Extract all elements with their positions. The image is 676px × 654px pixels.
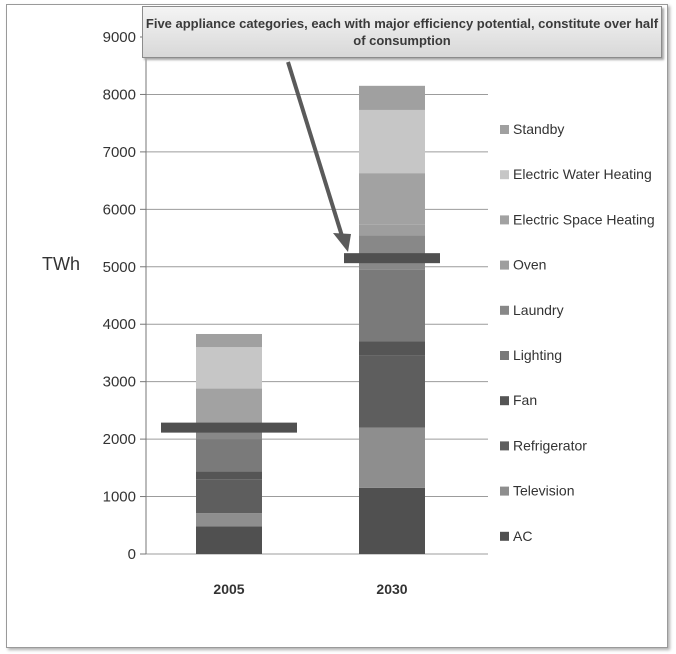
y-tick-label: 4000 (103, 316, 136, 333)
y-tick-label: 7000 (103, 144, 136, 161)
legend-entry: Standby (513, 121, 564, 137)
bar-segment-electric-space-heating-2005 (196, 388, 262, 424)
y-axis: 0 1000 2000 3000 4000 5000 6000 7000 8000 9000 (103, 29, 147, 563)
annotation-arrow (286, 61, 351, 252)
legend-entry: Fan (513, 392, 537, 408)
legend-entry: Electric Water Heating (513, 166, 652, 182)
bar-segment-electric-space-heating-2030 (359, 173, 425, 225)
legend-swatch (500, 531, 509, 541)
legend-swatch (500, 305, 509, 315)
x-category-label: 2030 (376, 581, 407, 597)
legend-swatch (500, 260, 509, 270)
threshold-mark-2005 (161, 422, 297, 433)
legend-entry: Oven (513, 257, 546, 273)
threshold-mark-2030 (344, 253, 440, 264)
bar-segment-laundry-2030 (359, 235, 425, 270)
bars (196, 85, 425, 554)
legend-swatch (500, 170, 509, 180)
legend-entry: AC (513, 528, 532, 544)
legend-swatch (500, 215, 509, 225)
y-tick-label: 0 (128, 546, 136, 563)
legend-entry: Refrigerator (513, 437, 587, 453)
bar-segment-fan-2005 (196, 471, 262, 480)
legend-swatch (500, 441, 509, 451)
bar-segment-lighting-2030 (359, 269, 425, 342)
chart-frame (6, 4, 668, 648)
bar-segment-lighting-2005 (196, 439, 262, 472)
y-tick-label: 3000 (103, 374, 136, 391)
y-tick-label: 6000 (103, 201, 136, 218)
legend-entry: Laundry (513, 302, 564, 318)
arrow-shaft (286, 61, 344, 237)
y-tick-label: 1000 (103, 489, 136, 506)
bar-segment-refrigerator-2030 (359, 355, 425, 428)
y-axis-label: TWh (42, 254, 80, 274)
legend: Standby Electric Water Heating Electric Sp… (500, 121, 655, 544)
legend-entry: Electric Space Heating (513, 211, 655, 227)
y-tick-label: 9000 (103, 29, 136, 46)
bar-segment-television-2005 (196, 513, 262, 527)
bar-segment-standby-2005 (196, 333, 262, 348)
x-category-label: 2005 (213, 581, 244, 597)
x-axis-labels: 2005 2030 (213, 581, 407, 597)
bar-segment-ac-2030 (359, 487, 425, 554)
legend-swatch (500, 351, 509, 360)
legend-swatch (500, 486, 509, 496)
legend-swatch (500, 396, 509, 406)
y-tick-label: 2000 (103, 431, 136, 448)
bar-segment-electric-water-heating-2030 (359, 109, 425, 174)
bar-segment-oven-2030 (359, 224, 425, 236)
annotation-callout: Five appliance categories, each with maj… (142, 6, 662, 58)
threshold-marks (161, 253, 440, 433)
bar-segment-electric-water-heating-2005 (196, 347, 262, 389)
y-tick-label: 8000 (103, 86, 136, 103)
legend-entry: Lighting (513, 347, 562, 363)
bar-segment-standby-2030 (359, 85, 425, 110)
bar-segment-laundry-2005 (196, 427, 262, 440)
bar-segment-fan-2030 (359, 341, 425, 356)
legend-swatch (500, 125, 509, 134)
legend-entry: Television (513, 483, 574, 499)
bar-segment-refrigerator-2005 (196, 479, 262, 514)
arrow-head (333, 233, 351, 252)
bar-segment-television-2030 (359, 427, 425, 488)
y-tick-label: 5000 (103, 259, 136, 276)
bar-segment-ac-2005 (196, 526, 262, 554)
